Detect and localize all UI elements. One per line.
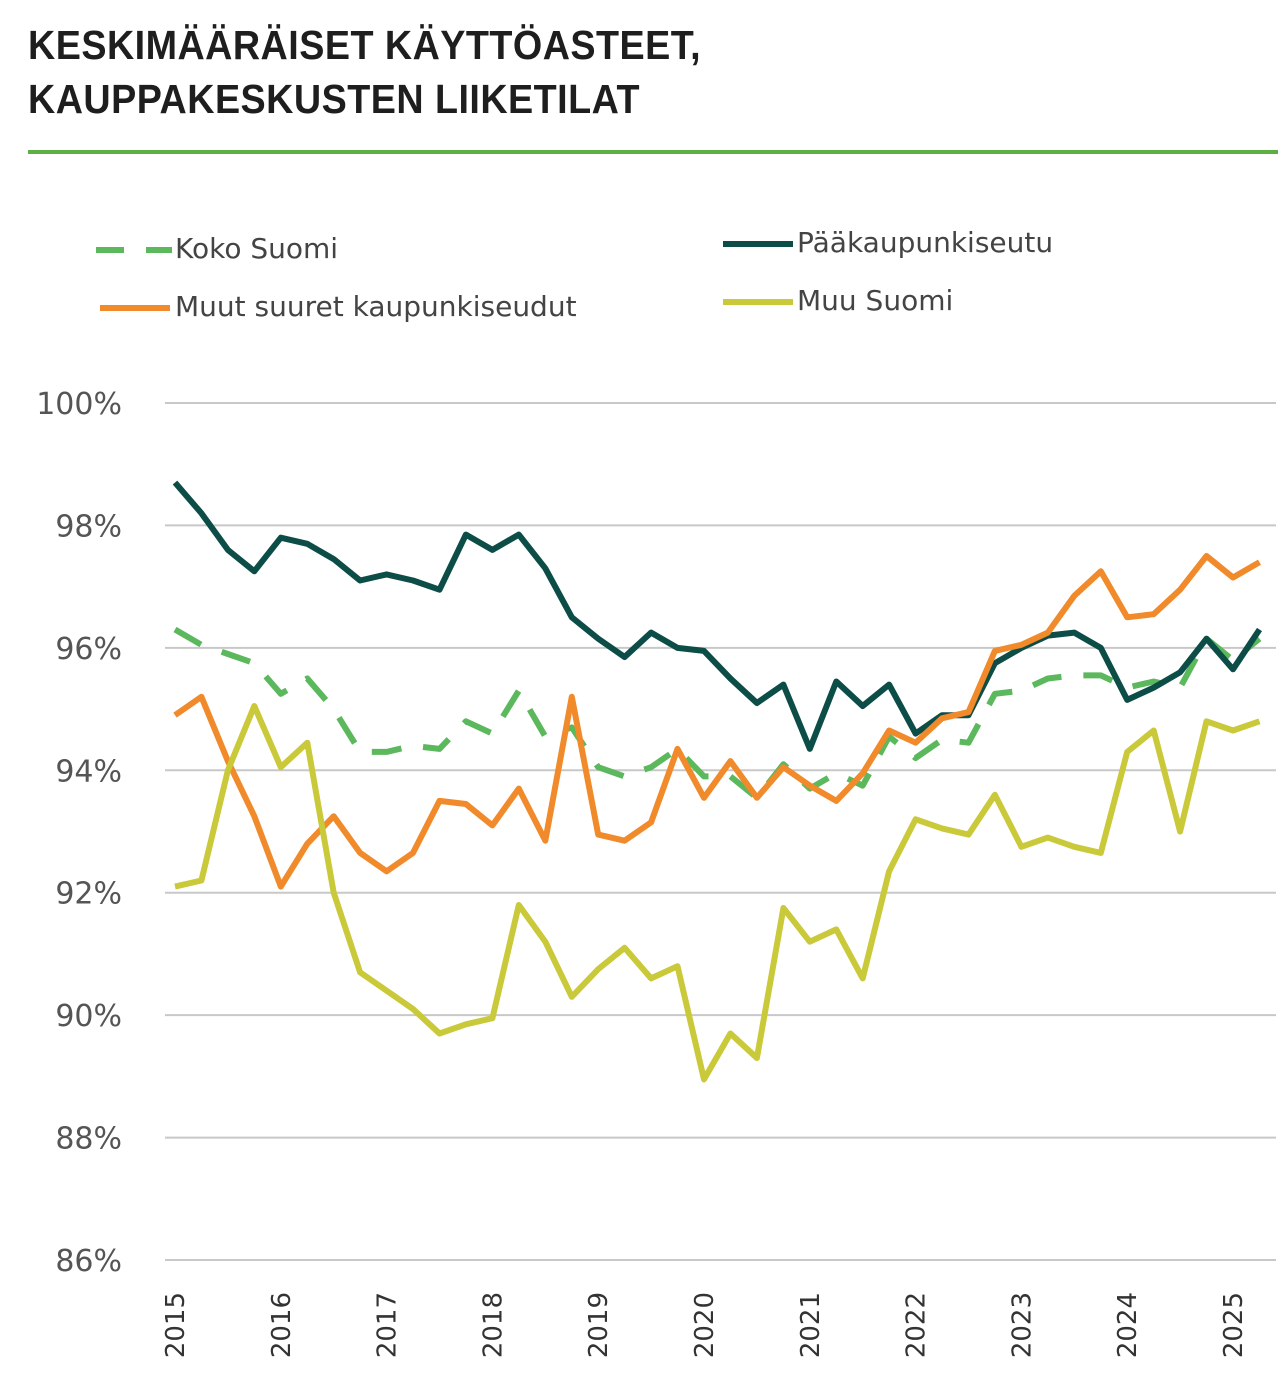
x-tick-label: 2024 xyxy=(1113,1292,1143,1358)
x-tick-label: 2016 xyxy=(267,1292,297,1358)
x-tick-label: 2021 xyxy=(796,1292,826,1358)
series-line-1 xyxy=(172,480,1262,752)
legend-label: Muu Suomi xyxy=(797,284,953,317)
legend-label: Koko Suomi xyxy=(175,232,338,265)
x-tick-label: 2018 xyxy=(478,1292,508,1358)
series-line-0 xyxy=(173,626,1262,801)
x-tick-label: 2025 xyxy=(1219,1292,1249,1358)
legend-label: Muut suuret kaupunkiseudut xyxy=(175,290,577,323)
y-tick-label: 94% xyxy=(55,754,122,789)
y-tick-label: 100% xyxy=(36,387,122,422)
chart-title-line-2: KAUPPAKESKUSTEN LIIKETILAT xyxy=(28,76,641,122)
y-tick-label: 90% xyxy=(55,999,122,1034)
y-tick-label: 92% xyxy=(55,877,122,912)
chart-title: KESKIMÄÄRÄISET KÄYTTÖASTEET, KAUPPAKESKU… xyxy=(28,18,701,126)
x-tick-label: 2017 xyxy=(373,1292,403,1358)
y-tick-label: 96% xyxy=(55,632,122,667)
title-divider xyxy=(28,150,1278,154)
x-tick-label: 2022 xyxy=(902,1292,932,1358)
legend-label: Pääkaupunkiseutu xyxy=(797,226,1053,259)
x-tick-label: 2015 xyxy=(161,1292,191,1358)
y-tick-label: 88% xyxy=(55,1122,122,1157)
series-line-2 xyxy=(173,553,1262,890)
x-tick-label: 2020 xyxy=(690,1292,720,1358)
y-tick-label: 86% xyxy=(55,1244,122,1279)
y-tick-label: 98% xyxy=(55,509,122,544)
chart-title-line-1: KESKIMÄÄRÄISET KÄYTTÖASTEET, xyxy=(28,22,702,68)
x-tick-label: 2023 xyxy=(1007,1292,1037,1358)
series-line-3 xyxy=(174,703,1261,1083)
x-tick-label: 2019 xyxy=(584,1292,614,1358)
